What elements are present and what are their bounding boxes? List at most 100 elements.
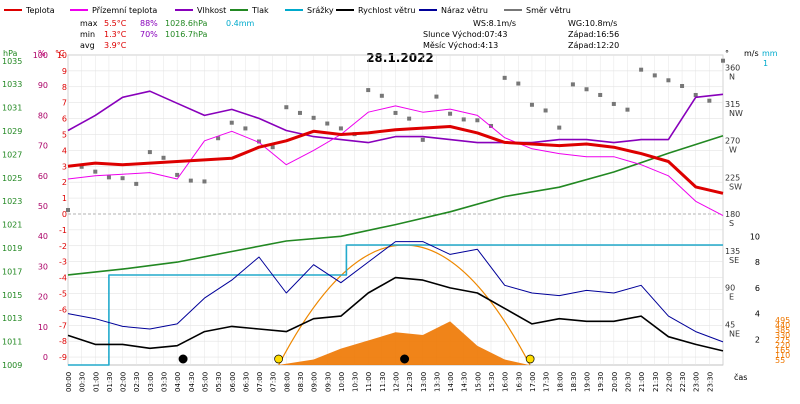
wind-direction-dot	[407, 116, 412, 121]
wind-direction-dot	[584, 87, 589, 92]
tick-label-x: 20:30	[624, 372, 632, 392]
stats-avg-temp: 3.9°C	[104, 41, 127, 50]
tick-label-hpa: 1033	[2, 80, 22, 89]
stats-block: max 5.5°C 88% 1028.6hPa 0.4mm min 1.3°C …	[80, 19, 619, 50]
legend-label: Vlhkost	[197, 6, 226, 15]
tick-label-x: 13:30	[433, 372, 441, 392]
tick-label-dir: NW	[729, 109, 743, 118]
tick-label-x: 16:00	[502, 372, 510, 392]
humidity-line	[67, 90, 724, 144]
tick-label-pct: 80	[38, 111, 48, 120]
wind-direction-dot	[243, 126, 248, 131]
axis-title-deg: °	[725, 49, 729, 58]
wind-direction-dot	[502, 75, 507, 80]
wind-direction-dot	[652, 73, 657, 78]
wind-direction-dot	[420, 137, 425, 142]
tick-label-temp: 0	[62, 210, 67, 219]
stats-sun: Slunce Východ:07:43	[423, 30, 508, 39]
tick-label-wm2: 440	[775, 321, 790, 330]
tick-label-x: 11:30	[379, 372, 387, 392]
tick-label-pct: 100	[33, 51, 48, 60]
tick-label-hpa: 1029	[2, 127, 22, 136]
axis-title-mm: mm	[762, 49, 778, 58]
tick-label-x: 06:00	[229, 372, 237, 392]
tick-label-x: 03:30	[161, 372, 169, 392]
legend-label: Směr větru	[526, 6, 571, 15]
stats-min-hum: 70%	[140, 30, 158, 39]
tick-label-x: 12:00	[393, 372, 401, 392]
tick-label-x: 12:30	[406, 372, 414, 392]
wind-direction-dot	[598, 92, 603, 97]
tick-label-dir: S	[729, 219, 734, 228]
wind-direction-dot	[120, 176, 125, 181]
tick-label-x: 21:00	[638, 372, 646, 392]
tick-label-x: 04:30	[188, 372, 196, 392]
tick-label-hpa: 1025	[2, 174, 22, 183]
tick-label-pct: 70	[38, 142, 48, 151]
tick-label-hpa: 1019	[2, 244, 22, 253]
stats-ws: WS:8.1m/s	[473, 19, 516, 28]
tick-label-deg: 360	[725, 63, 740, 72]
tick-label-x: 20:00	[611, 372, 619, 392]
legend-label: Tlak	[251, 6, 269, 15]
tick-label-x: 07:00	[256, 372, 264, 392]
tick-label-x: 17:30	[543, 372, 551, 392]
sun-moon-markers	[178, 354, 535, 364]
tick-label-temp: 8	[62, 83, 67, 92]
tick-label-dir: SW	[729, 182, 742, 191]
wind-direction-dot	[202, 179, 207, 184]
tick-label-x: 11:00	[365, 372, 373, 392]
series	[66, 58, 725, 366]
stats-max-label: max	[80, 19, 98, 28]
legend-label: Teplota	[25, 6, 55, 15]
tick-label-temp: -5	[59, 289, 67, 298]
tick-label-temp: -8	[59, 337, 67, 346]
tick-label-ms: 10	[750, 232, 760, 241]
tick-label-deg: 225	[725, 173, 740, 182]
wind-direction-dot	[475, 118, 480, 123]
tick-label-deg: 180	[725, 210, 740, 219]
wind-direction-dot	[229, 120, 234, 125]
legend-label: Přízemní teplota	[92, 6, 157, 15]
tick-label-ms: 4	[755, 310, 760, 319]
legend: Teplota Přízemní teplota Vlhkost Tlak Srážky…	[4, 6, 571, 15]
tick-label-deg: 270	[725, 137, 740, 146]
tick-label-temp: 3	[62, 162, 67, 171]
tick-label-hpa: 1015	[2, 291, 22, 300]
wind-direction-dot	[721, 58, 725, 63]
wind-direction-dot	[639, 67, 644, 72]
stats-sun-set: Západ:16:56	[568, 30, 619, 39]
tick-label-x: 21:30	[652, 372, 660, 392]
tick-label-x: 16:30	[515, 372, 523, 392]
tick-label-pct: 30	[38, 262, 48, 271]
tick-label-temp: 10	[57, 51, 67, 60]
tick-label-x: 02:30	[133, 372, 141, 392]
tick-label-temp: 1	[62, 194, 67, 203]
tick-label-dir: W	[729, 146, 737, 155]
tick-label-temp: -9	[59, 353, 67, 362]
tick-label-dir: E	[729, 293, 734, 302]
tick-label-wm2: 330	[775, 331, 790, 340]
tick-label-pct: 40	[38, 232, 48, 241]
tick-label-x: 19:30	[597, 372, 605, 392]
wind-direction-dot	[393, 110, 398, 115]
tick-label-deg: 90	[725, 284, 735, 293]
tick-label-temp: -1	[59, 226, 67, 235]
wind-direction-dot	[529, 102, 534, 107]
tick-label-x: 14:00	[447, 372, 455, 392]
wind-direction-dot	[666, 78, 671, 83]
tick-label-wm2: 220	[775, 341, 790, 350]
tick-label-deg: 135	[725, 247, 740, 256]
tick-label-x: 09:30	[324, 372, 332, 392]
tick-label-temp: 4	[62, 146, 67, 155]
tick-label-temp: -6	[59, 305, 67, 314]
tick-label-hpa: 1023	[2, 197, 22, 206]
tick-label-hpa: 1027	[2, 150, 22, 159]
wind-direction-dot	[680, 84, 685, 88]
tick-label-temp: -4	[59, 274, 67, 283]
tick-label-x: 18:00	[556, 372, 564, 392]
tick-label-x: 01:30	[106, 372, 114, 392]
wind-direction-dot	[448, 111, 453, 116]
tick-label-temp: 6	[62, 115, 67, 124]
tick-label-wm2: 275	[775, 336, 790, 345]
